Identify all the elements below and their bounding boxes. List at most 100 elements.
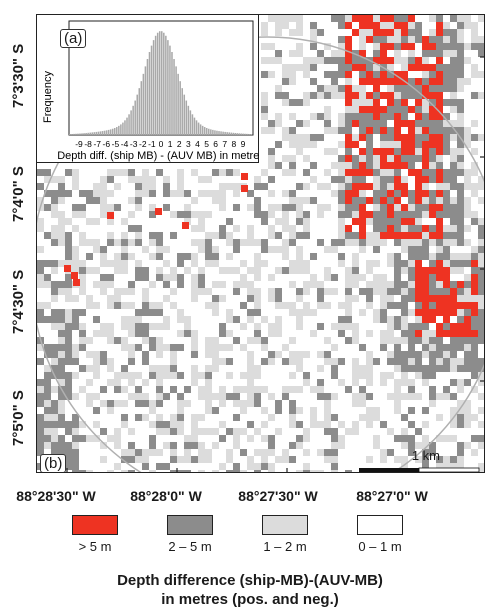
raster-cell	[163, 281, 170, 288]
raster-cell	[212, 253, 219, 260]
raster-cell	[394, 344, 401, 351]
raster-cell	[422, 449, 429, 456]
raster-cell	[471, 267, 478, 274]
raster-cell	[233, 190, 240, 197]
raster-cell	[170, 232, 177, 239]
raster-cell	[394, 197, 401, 204]
raster-cell	[135, 176, 142, 183]
raster-cell	[268, 232, 275, 239]
raster-cell	[429, 449, 436, 456]
raster-cell	[310, 253, 317, 260]
raster-cell	[289, 281, 296, 288]
raster-cell	[135, 239, 142, 246]
raster-cell	[72, 414, 79, 421]
raster-cell	[387, 155, 394, 162]
raster-cell	[198, 218, 205, 225]
raster-cell	[415, 351, 422, 358]
raster-cell	[177, 407, 184, 414]
raster-cell	[65, 428, 72, 435]
raster-cell	[156, 372, 163, 379]
raster-cell	[408, 127, 415, 134]
raster-cell	[429, 106, 436, 113]
raster-cell	[345, 113, 352, 120]
raster-cell	[352, 169, 359, 176]
raster-cell	[408, 393, 415, 400]
raster-cell	[408, 323, 415, 330]
raster-cell	[177, 414, 184, 421]
raster-cell	[317, 211, 324, 218]
raster-cell	[401, 71, 408, 78]
raster-cell	[422, 71, 429, 78]
raster-cell	[443, 456, 450, 463]
raster-cell	[415, 134, 422, 141]
raster-cell	[408, 239, 415, 246]
raster-cell	[471, 71, 478, 78]
raster-cell	[422, 379, 429, 386]
raster-cell	[450, 365, 457, 372]
raster-cell	[471, 29, 478, 36]
raster-cell	[478, 316, 484, 323]
raster-cell	[114, 239, 121, 246]
histogram-bar	[144, 66, 147, 135]
raster-cell	[345, 190, 352, 197]
raster-cell	[331, 50, 338, 57]
raster-cell	[275, 400, 282, 407]
raster-cell	[373, 246, 380, 253]
raster-cell	[443, 267, 450, 274]
raster-cell	[198, 225, 205, 232]
raster-cell	[156, 393, 163, 400]
raster-cell	[373, 218, 380, 225]
raster-cell	[450, 393, 457, 400]
raster-cell	[268, 414, 275, 421]
raster-cell	[457, 281, 464, 288]
raster-cell	[436, 295, 443, 302]
raster-cell	[387, 183, 394, 190]
raster-cell	[422, 43, 429, 50]
raster-cell	[387, 15, 394, 22]
raster-cell	[429, 141, 436, 148]
raster-cell	[450, 218, 457, 225]
raster-cell	[422, 253, 429, 260]
raster-cell	[121, 288, 128, 295]
raster-cell	[79, 211, 86, 218]
raster-cell	[142, 183, 149, 190]
raster-cell	[303, 155, 310, 162]
raster-cell	[289, 162, 296, 169]
raster-cell	[408, 78, 415, 85]
raster-cell	[135, 393, 142, 400]
raster-cell	[268, 351, 275, 358]
raster-cell	[268, 127, 275, 134]
raster-cell	[198, 246, 205, 253]
raster-cell	[212, 197, 219, 204]
raster-cell	[352, 99, 359, 106]
raster-cell	[58, 330, 65, 337]
legend-swatch-white	[357, 515, 403, 535]
raster-cell	[156, 302, 163, 309]
raster-over-5m-cells	[64, 15, 478, 337]
raster-cell	[58, 260, 65, 267]
raster-cell	[436, 351, 443, 358]
raster-cell-red	[182, 222, 189, 229]
raster-cell	[408, 57, 415, 64]
raster-cell	[345, 211, 352, 218]
raster-cell	[457, 232, 464, 239]
raster-cell	[296, 351, 303, 358]
histogram-bar	[171, 52, 173, 135]
raster-cell	[121, 400, 128, 407]
raster-cell	[135, 190, 142, 197]
raster-cell	[394, 99, 401, 106]
raster-cell	[198, 372, 205, 379]
raster-cell	[338, 302, 345, 309]
raster-cell	[394, 141, 401, 148]
raster-cell	[478, 407, 484, 414]
raster-cell	[233, 463, 240, 470]
raster-cell	[163, 260, 170, 267]
raster-cell	[366, 64, 373, 71]
raster-cell	[331, 176, 338, 183]
raster-cell	[212, 337, 219, 344]
raster-cell	[310, 29, 317, 36]
raster-cell	[100, 246, 107, 253]
raster-cell	[282, 134, 289, 141]
raster-cell	[247, 295, 254, 302]
raster-cell	[359, 386, 366, 393]
